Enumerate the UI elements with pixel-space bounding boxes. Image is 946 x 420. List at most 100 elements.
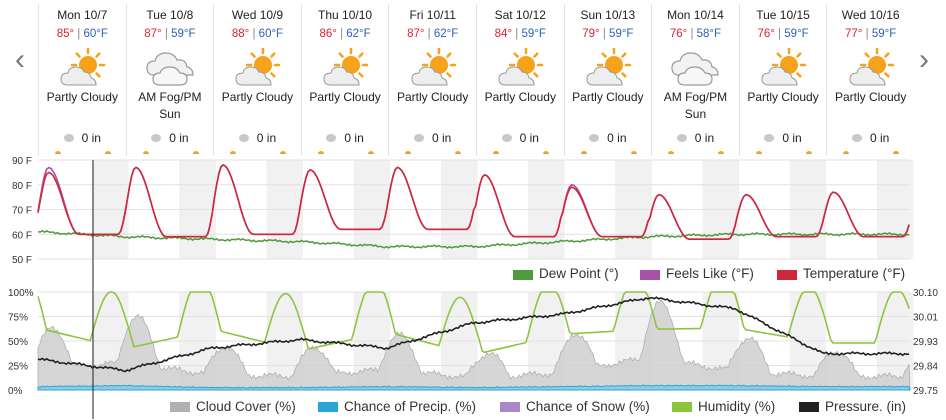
high-temp: 84° <box>494 28 513 40</box>
y-tick-label-left: 100% <box>8 288 34 299</box>
high-temp: 87° <box>144 28 162 40</box>
day-name: Wed 10/9 <box>231 8 284 22</box>
day-name: Wed 10/16 <box>841 8 900 22</box>
next-days-button[interactable]: › <box>912 42 936 78</box>
day-column[interactable]: Sat 10/12 84° | 59°F Partly Cloudy 0 in <box>475 4 564 156</box>
y-tick-label-right: 30.10 <box>913 288 938 299</box>
day-name: Thu 10/10 <box>318 8 373 22</box>
precip-amount: 0 in <box>565 130 652 145</box>
sunrise-marker <box>668 151 675 154</box>
raindrop-icon <box>413 133 424 142</box>
day-temps: 87° | 62°F <box>407 28 459 40</box>
raindrop-icon <box>764 133 775 142</box>
sunset-marker <box>630 151 637 154</box>
raindrop-icon <box>326 133 337 142</box>
day-temps: 86° | 62°F <box>319 28 371 40</box>
low-temp: 59°F <box>784 28 809 40</box>
legend-precip: Chance of Precip. (%) <box>344 399 477 414</box>
y-tick-label: 70 F <box>12 206 32 217</box>
legend-swatch-feels-like <box>640 270 660 280</box>
temperature-line <box>37 164 910 240</box>
day-temps: 76° | 58°F <box>669 28 722 40</box>
raindrop-icon <box>151 133 162 142</box>
sunrise-marker <box>230 151 237 154</box>
precip-amount: 0 in <box>302 130 389 145</box>
fog-cloud-icon <box>671 52 720 86</box>
condition-text: Partly Cloudy <box>396 90 469 104</box>
low-temp: 62°F <box>433 28 459 40</box>
legend-swatch-precip <box>318 402 338 412</box>
high-temp: 76° <box>669 28 688 40</box>
condition-text: Partly Cloudy <box>747 90 819 104</box>
precip-amount: 0 in <box>827 130 914 145</box>
chevron-left-icon: ‹ <box>15 43 25 76</box>
day-column[interactable]: Wed 10/16 77° | 59°F Partly Cloudy 0 in <box>826 4 914 156</box>
sunset-marker <box>455 151 462 154</box>
day-name: Fri 10/11 <box>409 8 456 22</box>
y-tick-label-left: 0% <box>8 386 23 397</box>
day-column[interactable]: Mon 10/14 76° | 58°F AM Fog/PM Sun 0 in <box>651 4 739 156</box>
sunset-marker <box>893 151 900 154</box>
sunset-marker <box>280 151 287 154</box>
raindrop-icon <box>63 133 74 142</box>
day-column[interactable]: Fri 10/11 87° | 62°F Partly Cloudy 0 in <box>388 4 476 156</box>
day-column[interactable]: Sun 10/13 79° | 59°F Partly Cloudy 0 in <box>563 4 652 156</box>
partly-cloudy-icon <box>849 47 894 86</box>
prev-days-button[interactable]: ‹ <box>8 42 32 78</box>
condition-text: Partly Cloudy <box>309 90 381 104</box>
day-name: Sun 10/13 <box>580 8 636 22</box>
condition-text: Partly Cloudy <box>221 90 294 104</box>
day-name: Tue 10/15 <box>756 8 810 22</box>
partly-cloudy-icon <box>761 47 807 86</box>
high-temp: 79° <box>582 28 600 40</box>
day-column[interactable]: Wed 10/9 88° | 60°F Partly Cloudy 0 in <box>213 4 301 156</box>
day-name: Tue 10/8 <box>146 8 194 22</box>
sunrise-marker <box>405 151 412 154</box>
legend-cloud-cover: Cloud Cover (%) <box>196 399 296 414</box>
precip-amount: 0 in <box>477 130 564 145</box>
day-name: Mon 10/14 <box>667 8 724 22</box>
chevron-right-icon: › <box>919 43 929 76</box>
condition-text: AM Fog/PM Sun <box>663 90 728 121</box>
raindrop-icon <box>851 133 862 142</box>
low-temp: 59°F <box>871 28 897 40</box>
legend-feels-like: Feels Like (°F) <box>666 266 754 281</box>
legend-swatch-dew-point <box>513 270 533 280</box>
day-temps: 76° | 59°F <box>757 28 809 40</box>
sunrise-marker <box>843 151 850 154</box>
day-column[interactable]: Mon 10/7 85° | 60°F Partly Cloudy 0 in <box>38 4 126 156</box>
day-column[interactable]: Tue 10/15 76° | 59°F Partly Cloudy 0 in <box>738 4 827 156</box>
raindrop-icon <box>589 133 600 142</box>
sunset-marker <box>192 151 199 154</box>
day-temps: 88° | 60°F <box>231 28 284 40</box>
legend-swatch-humidity <box>672 402 692 412</box>
sunset-marker <box>805 151 812 154</box>
y-tick-label-right: 29.75 <box>913 386 938 397</box>
y-tick-label-right: 29.93 <box>913 337 938 348</box>
low-temp: 59°F <box>171 28 196 40</box>
sunset-marker <box>105 151 111 154</box>
legend-swatch-snow <box>500 402 520 412</box>
sunrise-marker <box>55 151 61 154</box>
precip-amount: 0 in <box>389 130 476 145</box>
condition-text: Partly Cloudy <box>834 90 907 104</box>
high-temp: 85° <box>56 28 75 40</box>
cloud-cover-area <box>37 299 911 391</box>
dew-point-line <box>37 229 910 249</box>
raindrop-icon <box>501 133 512 142</box>
y-tick-label: 80 F <box>12 181 32 192</box>
legend-swatch-cloud-cover <box>170 402 190 412</box>
partly-cloudy-icon <box>323 47 369 86</box>
y-tick-label: 90 F <box>12 156 32 167</box>
condition-text: Partly Cloudy <box>484 90 556 104</box>
day-column[interactable]: Tue 10/8 87° | 59°F AM Fog/PM Sun 0 in <box>125 4 214 156</box>
y-tick-label: 60 F <box>12 230 32 241</box>
condition-text: Partly Cloudy <box>572 90 644 104</box>
precip-amount: 0 in <box>740 130 827 145</box>
low-temp: 58°F <box>696 28 722 40</box>
high-temp: 87° <box>407 28 425 40</box>
raindrop-icon <box>238 133 249 142</box>
day-column[interactable]: Thu 10/10 86° | 62°F Partly Cloudy 0 in <box>300 4 389 156</box>
low-temp: 60°F <box>258 28 284 40</box>
humidity-line <box>37 291 910 354</box>
